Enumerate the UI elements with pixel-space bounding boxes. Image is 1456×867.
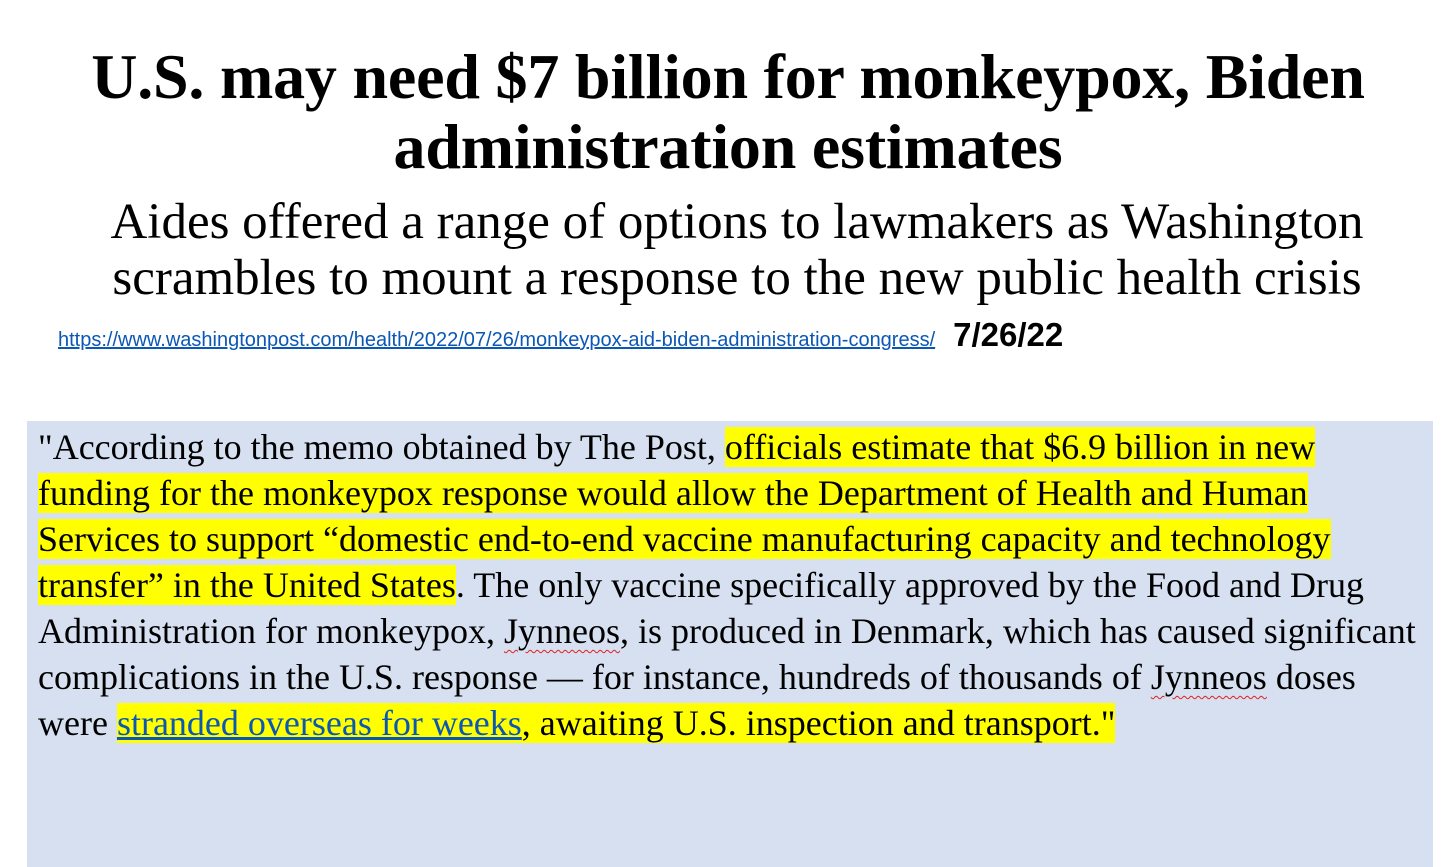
- quote-intro: "According to the memo obtained by The P…: [38, 427, 725, 467]
- quote-highlight-transport: , awaiting U.S. inspection and transport…: [521, 703, 1116, 743]
- headline-line-1: U.S. may need $7 billion for monkeypox, …: [91, 41, 1365, 112]
- subheadline: Aides offered a range of options to lawm…: [0, 194, 1456, 306]
- headline-line-2: administration estimates: [393, 111, 1063, 182]
- quote-text: "According to the memo obtained by The P…: [38, 424, 1418, 746]
- stranded-overseas-link[interactable]: stranded overseas for weeks: [116, 703, 522, 743]
- article-date: 7/26/22: [953, 316, 1064, 353]
- subheadline-line-2: scrambles to mount a response to the new…: [112, 250, 1362, 306]
- source-row: https://www.washingtonpost.com/health/20…: [58, 316, 1438, 356]
- quote-body-1: . The only vaccine specifically approved…: [38, 565, 1364, 651]
- quote-box: "According to the memo obtained by The P…: [27, 421, 1433, 867]
- spellcheck-word-jynneos-2: Jynneos: [1150, 657, 1267, 697]
- subheadline-line-1: Aides offered a range of options to lawm…: [110, 194, 1364, 250]
- headline: U.S. may need $7 billion for monkeypox, …: [0, 42, 1456, 182]
- spellcheck-word-jynneos-1: Jynneos: [503, 611, 620, 651]
- quote-body-3: doses were: [38, 657, 1356, 743]
- quote-body-2: , is produced in Denmark, which has caus…: [38, 611, 1416, 697]
- source-url-link[interactable]: https://www.washingtonpost.com/health/20…: [58, 329, 936, 351]
